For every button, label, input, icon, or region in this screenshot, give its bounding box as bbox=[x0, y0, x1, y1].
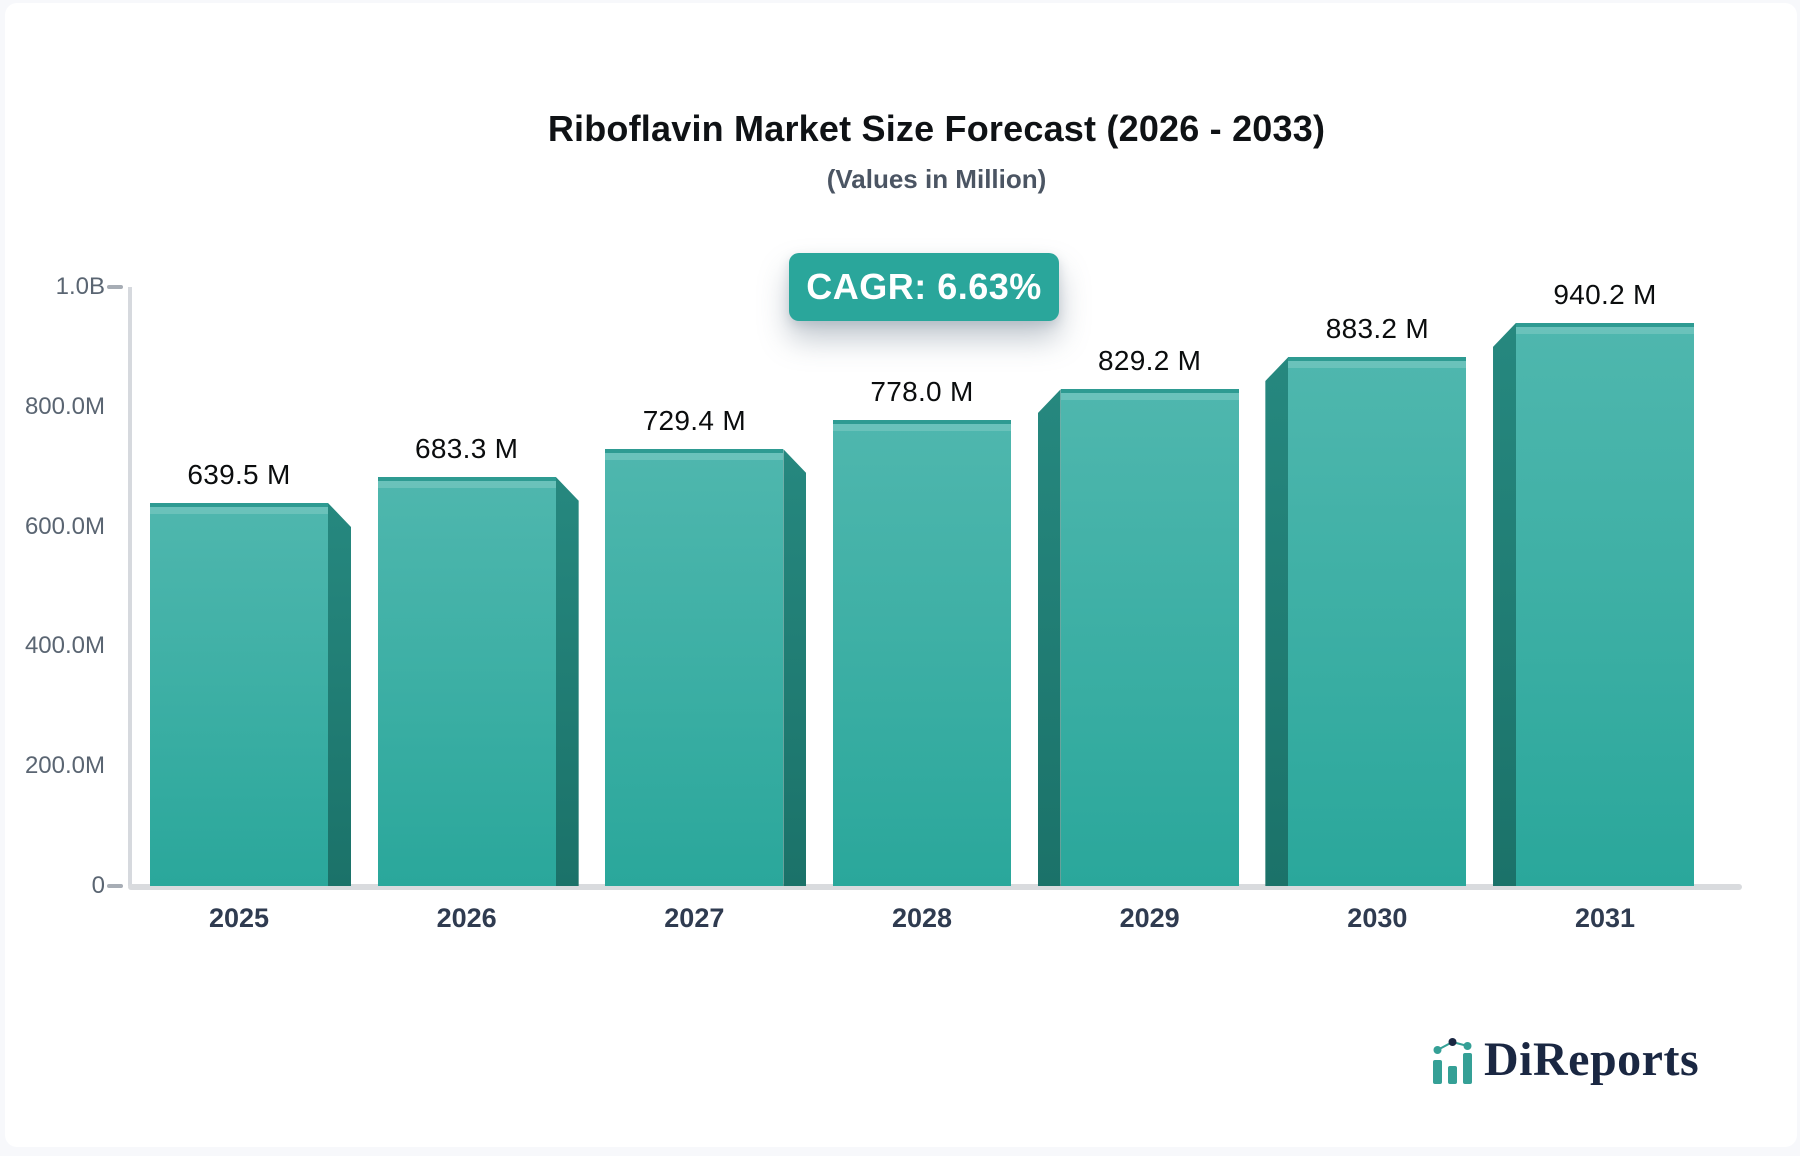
x-axis-baseline bbox=[128, 884, 1742, 890]
bar-2026[interactable] bbox=[377, 476, 556, 886]
y-tick-dash bbox=[107, 884, 123, 888]
bar-side-face bbox=[1037, 389, 1061, 886]
cagr-badge: CAGR: 6.63% bbox=[789, 253, 1059, 321]
x-tick-label: 2028 bbox=[891, 903, 953, 933]
bar-value-label: 829.2 M bbox=[1098, 345, 1202, 377]
x-tick-label: 2030 bbox=[1347, 903, 1408, 933]
bar-2025[interactable] bbox=[150, 502, 328, 886]
x-tick-label: 2027 bbox=[664, 903, 725, 933]
bar-value-label: 940.2 M bbox=[1553, 278, 1657, 310]
bar-side-face bbox=[1265, 356, 1289, 886]
bar-value-label: 778.0 M bbox=[870, 375, 974, 407]
bar-2028[interactable] bbox=[833, 419, 1011, 886]
logo-text: DiReports bbox=[1484, 1033, 1700, 1086]
bar-2031[interactable] bbox=[1516, 322, 1695, 886]
y-tick-label: 200.0M bbox=[24, 752, 105, 780]
y-tick-label: 0 bbox=[91, 872, 105, 899]
bar-side-face bbox=[555, 476, 579, 886]
bar-2030[interactable] bbox=[1288, 356, 1467, 886]
bar-2029[interactable] bbox=[1060, 389, 1239, 886]
x-tick-label: 2031 bbox=[1574, 903, 1636, 933]
y-tick-label: 800.0M bbox=[24, 392, 105, 420]
bar-2027[interactable] bbox=[605, 449, 784, 886]
y-axis-line bbox=[128, 287, 132, 886]
bar-value-label: 883.2 M bbox=[1325, 312, 1429, 344]
chart-title: Riboflavin Market Size Forecast (2026 - … bbox=[547, 108, 1326, 149]
y-tick-label: 600.0M bbox=[24, 512, 105, 540]
y-tick-label: 400.0M bbox=[24, 632, 105, 660]
bar-side-face bbox=[783, 449, 807, 886]
y-tick-label: 1.0B bbox=[55, 273, 105, 300]
chart-subtitle: (Values in Million) bbox=[826, 164, 1047, 194]
x-tick-label: 2026 bbox=[436, 903, 497, 933]
direports-logo: DiReports bbox=[1432, 1036, 1699, 1086]
bar-value-label: 639.5 M bbox=[187, 458, 291, 490]
bar-chart-sparkline-icon bbox=[1433, 1038, 1472, 1084]
bar-side-face bbox=[1493, 322, 1517, 886]
y-tick-dash bbox=[107, 285, 123, 289]
x-tick-label: 2025 bbox=[208, 903, 270, 933]
x-tick-label: 2029 bbox=[1119, 903, 1180, 933]
bar-value-label: 729.4 M bbox=[642, 405, 746, 437]
bar-side-face bbox=[328, 502, 351, 886]
bar-value-label: 683.3 M bbox=[415, 432, 519, 464]
